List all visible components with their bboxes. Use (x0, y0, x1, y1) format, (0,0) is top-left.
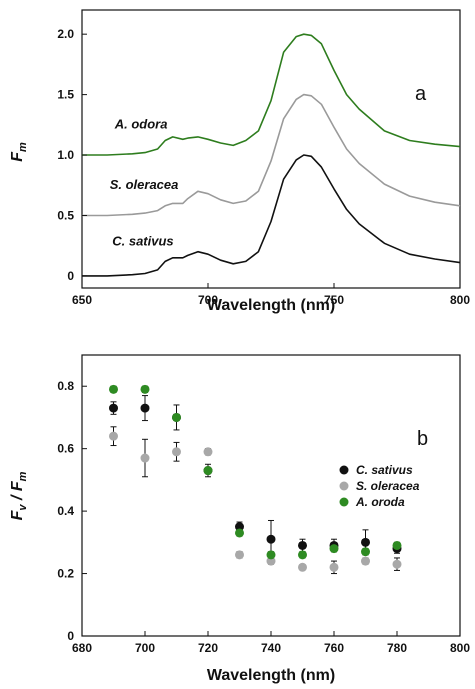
data-point (235, 528, 244, 538)
data-point (329, 544, 339, 554)
panel-a-y-ticks: 0 0.5 1.0 1.5 2.0 (57, 27, 87, 283)
data-point (109, 384, 118, 394)
panel-b-y-axis-title-sub: v (17, 504, 29, 511)
legend-marker-a-oroda (339, 497, 349, 507)
series-line-c-sativus (82, 154, 461, 277)
legend-label-a-oroda: A. oroda (355, 495, 405, 509)
x-tick-label: 750 (324, 293, 344, 307)
panel-b-label: b (417, 428, 428, 450)
svg-text:Fm: Fm (9, 142, 29, 162)
legend-label-s-oleracea: S. oleracea (356, 479, 420, 493)
series-line-s-oleracea (82, 93, 461, 217)
data-point (140, 403, 150, 413)
panel-a-series (82, 33, 461, 277)
y-tick-label: 0.4 (57, 504, 74, 518)
x-tick-label: 800 (450, 641, 470, 655)
data-point (203, 447, 213, 457)
y-tick-label: 0.5 (57, 208, 74, 222)
y-tick-label: 0.8 (57, 379, 74, 393)
panel-b-y-axis-title-sub2: m (17, 471, 29, 481)
data-point (140, 384, 150, 394)
panel-b-y-ticks: 0 0.2 0.4 0.6 0.8 (57, 379, 87, 643)
panel-a-x-axis-title: Wavelength (nm) (207, 297, 335, 314)
y-tick-label: 1.5 (57, 88, 74, 102)
panel-a-y-axis-title-main: F (9, 151, 26, 162)
x-tick-label: 700 (135, 641, 155, 655)
series-s-oleracea (109, 426, 402, 575)
panel-b-y-axis-title: Fv / Fm (9, 471, 29, 520)
x-tick-label: 780 (387, 641, 407, 655)
legend-marker-c-sativus (339, 465, 349, 475)
y-tick-label: 2.0 (57, 27, 74, 41)
panel-b-y-axis-title-main: F (9, 509, 26, 520)
panel-a-x-ticks: 650 700 750 800 (72, 283, 470, 307)
y-tick-label: 0.2 (57, 567, 74, 581)
x-tick-label: 720 (198, 641, 218, 655)
svg-text:Fv / Fm: Fv / Fm (9, 471, 29, 520)
data-point (266, 534, 276, 544)
panel-a: 650 700 750 800 0 0.5 1.0 1.5 2.0 A. odora S. o… (9, 9, 470, 314)
panel-a-frame (81, 9, 461, 289)
data-point (266, 550, 276, 560)
legend-marker-s-oleracea (339, 481, 349, 491)
data-point (298, 540, 307, 550)
x-tick-label: 760 (324, 641, 344, 655)
data-point (329, 562, 339, 572)
panel-b-x-ticks: 680 700 720 740 760 780 800 (72, 631, 470, 655)
y-tick-label: 0 (67, 269, 74, 283)
data-point (392, 540, 402, 550)
data-point (361, 537, 370, 547)
data-point (235, 550, 244, 560)
x-tick-label: 740 (261, 641, 281, 655)
data-point (298, 550, 307, 560)
data-point (392, 559, 402, 569)
panel-a-label: a (415, 83, 427, 105)
panel-a-y-axis-title-sub: m (17, 142, 29, 152)
annotation-a-odora: A. odora (114, 116, 168, 131)
data-point (172, 447, 181, 457)
legend-label-c-sativus: C. sativus (356, 463, 413, 477)
data-point (140, 453, 150, 463)
annotation-c-sativus: C. sativus (112, 234, 173, 249)
panel-a-y-axis-title: Fm (9, 142, 29, 162)
y-tick-label: 1.0 (57, 148, 74, 162)
panel-b-y-axis-title-mid: / F (9, 480, 26, 504)
data-point (109, 403, 118, 413)
x-tick-label: 700 (198, 293, 218, 307)
data-point (266, 556, 276, 566)
panel-a-annotations: A. odora S. oleracea C. sativus (110, 116, 179, 248)
y-tick-label: 0 (67, 629, 74, 643)
x-tick-label: 680 (72, 641, 92, 655)
data-point (298, 562, 307, 572)
panel-b-x-axis-title: Wavelength (nm) (207, 667, 335, 684)
data-point (203, 466, 213, 476)
x-tick-label: 650 (72, 293, 92, 307)
data-point (361, 547, 370, 557)
panel-b-series (109, 384, 402, 575)
annotation-s-oleracea: S. oleracea (110, 177, 179, 192)
data-point (172, 412, 181, 422)
x-tick-label: 800 (450, 293, 470, 307)
data-point (361, 556, 370, 566)
data-point (235, 522, 244, 532)
series-a-oroda (109, 384, 402, 560)
series-line-a-odora (82, 33, 461, 156)
data-point (109, 431, 118, 441)
y-tick-label: 0.6 (57, 442, 74, 456)
panel-b-legend: C. sativus S. oleracea A. oroda (339, 463, 420, 509)
panel-b: 680 700 720 740 760 780 800 0 0.2 0.4 0.6 0.8 C. s… (9, 354, 470, 684)
